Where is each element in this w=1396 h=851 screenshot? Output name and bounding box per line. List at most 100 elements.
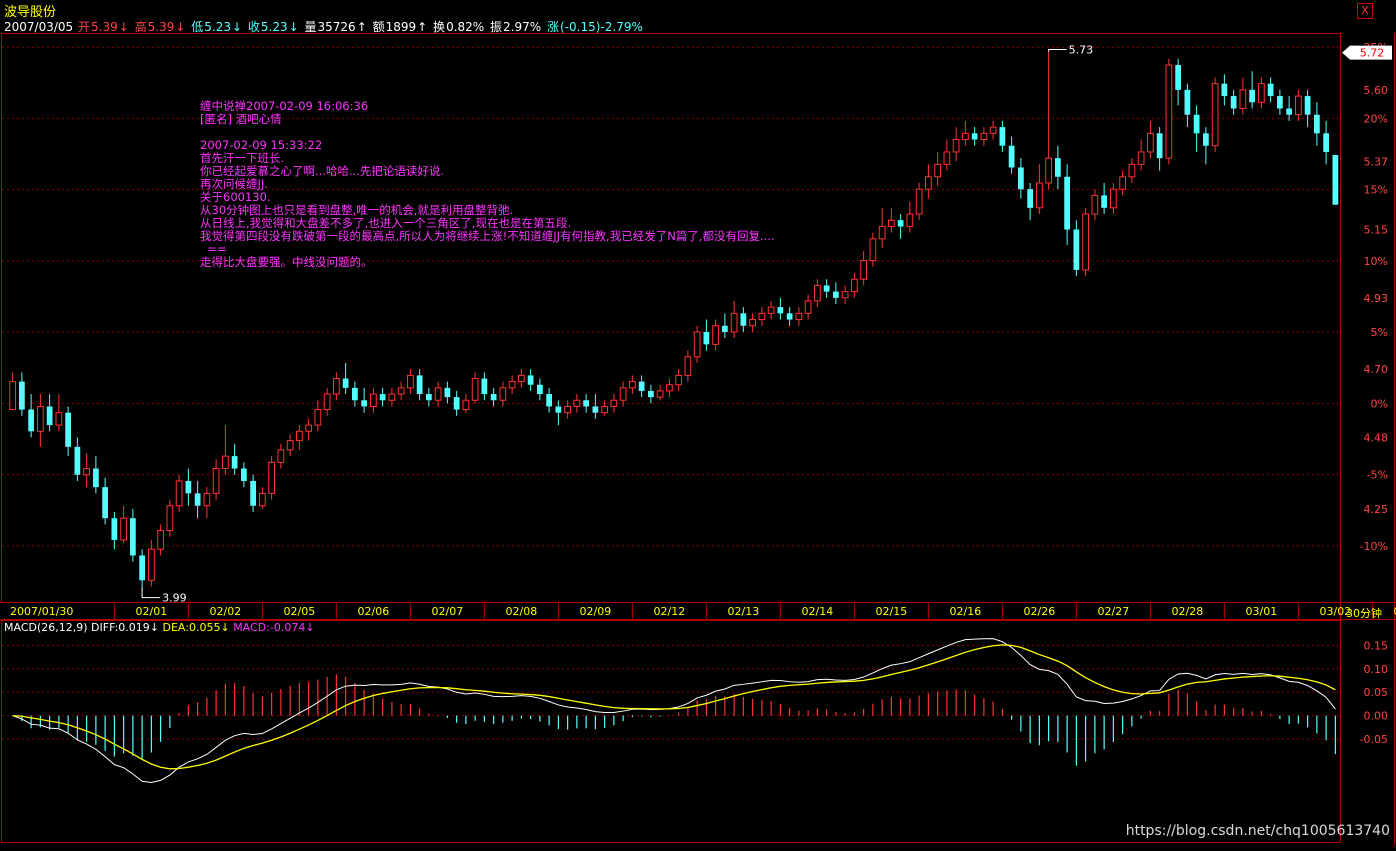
candle [1332,155,1339,205]
candle [259,487,266,509]
candle [212,459,220,500]
candle-body [148,548,155,581]
candle-body [1101,195,1107,208]
candle-body [111,518,118,540]
candle-body [416,375,423,395]
macd-tick-label: 0.15 [1364,639,1389,652]
candle [740,307,747,332]
candle-body [166,505,174,532]
candle [379,387,386,407]
candle [869,232,877,267]
candle-body [601,405,608,414]
date-label: 2007/01/30 [10,605,73,618]
note-line: 从日线上,我觉得和大盘差不多了,也进入一个三角区了,现在也是在第五段. [200,216,572,230]
candle [1267,77,1274,103]
date-label: 03/05 [1394,605,1396,618]
candle [1008,136,1015,174]
candle [102,477,108,525]
candle [250,474,256,512]
candle [352,381,358,407]
price-tick-label: 4.48 [1364,431,1389,444]
date-label: 02/12 [654,605,686,618]
candle-body [767,306,775,314]
candle-body [1277,96,1283,109]
date-label: 02/07 [432,605,464,618]
candle [83,453,90,488]
note-line: 我觉得第四段没有跌破第一段的最高点,所以人为将继续上涨!不知道缠JJ有何指教,我… [200,229,775,243]
pct-tick-label: -5% [1367,469,1388,482]
date-label: 02/06 [358,605,390,618]
candle-body [434,387,442,401]
candle [305,418,312,441]
candle-body [851,278,858,293]
candle-body [28,409,34,432]
candle [888,207,895,233]
candle-body [471,378,479,401]
candle-body [656,390,664,398]
date-label: 02/09 [580,605,612,618]
candle-body [555,406,562,413]
candle [804,294,812,320]
macd-name: MACD(26,12,9) [4,621,88,634]
candle [407,369,414,395]
candle [1314,102,1320,146]
candle [314,400,322,432]
candle-body [102,487,108,519]
candle [1221,74,1228,106]
date-value: 2007/03/05 [4,20,74,34]
candle-body [934,163,941,178]
note-line: 再次问候缠JJ. [200,177,268,191]
timeframe-label[interactable]: 30分钟 [1346,607,1382,620]
macd-tick-label: 0.05 [1364,686,1389,699]
candle [426,387,432,407]
price-grid [2,46,1340,547]
candle-body [481,378,488,395]
stock-name: 波导股份 [4,5,57,20]
candle-body [906,213,914,227]
pct-tick-label: 15% [1364,184,1388,197]
candle-body [1027,189,1033,208]
candle [93,456,99,494]
change-value: (-0.15)-2.79% [560,20,643,34]
amount-label: 额 [372,20,385,34]
candle-body [537,384,543,395]
candle [1184,83,1191,128]
candle-body [518,374,525,383]
candle [444,381,451,404]
candle-body [426,394,432,401]
candle [268,456,275,500]
pct-tick-label: 5% [1371,326,1388,339]
candle-body [1230,96,1237,109]
candle [906,201,914,233]
amplitude-value: 2.97% [503,20,542,34]
candle-body [1008,145,1015,168]
candle-body [730,312,738,333]
candle [166,499,174,537]
candle-body [1018,167,1024,190]
candle [1323,120,1329,165]
candle [453,390,460,416]
candle-body [1137,151,1145,165]
candle-body [833,291,839,298]
up-arrow-icon: ↑ [356,20,367,34]
candle [342,363,349,395]
candle-body [610,399,618,407]
down-arrow-icon: ↓ [231,20,243,34]
candle-body [444,387,451,398]
price-tick-label: 5.37 [1364,155,1389,168]
candle-body [277,449,285,463]
candle-body [703,331,710,345]
candle-body [37,405,44,432]
candle [629,375,636,395]
candle [120,505,127,544]
candle [999,120,1006,152]
candle [175,474,183,512]
candle-body [212,468,220,494]
close-icon[interactable]: X [1357,3,1373,19]
candle [130,508,136,562]
candle-body [241,468,247,481]
open-label: 开 [78,20,91,34]
candle-body [1147,132,1154,153]
note-line: [匿名] 酒吧心情 [200,112,282,126]
candle [758,307,766,326]
